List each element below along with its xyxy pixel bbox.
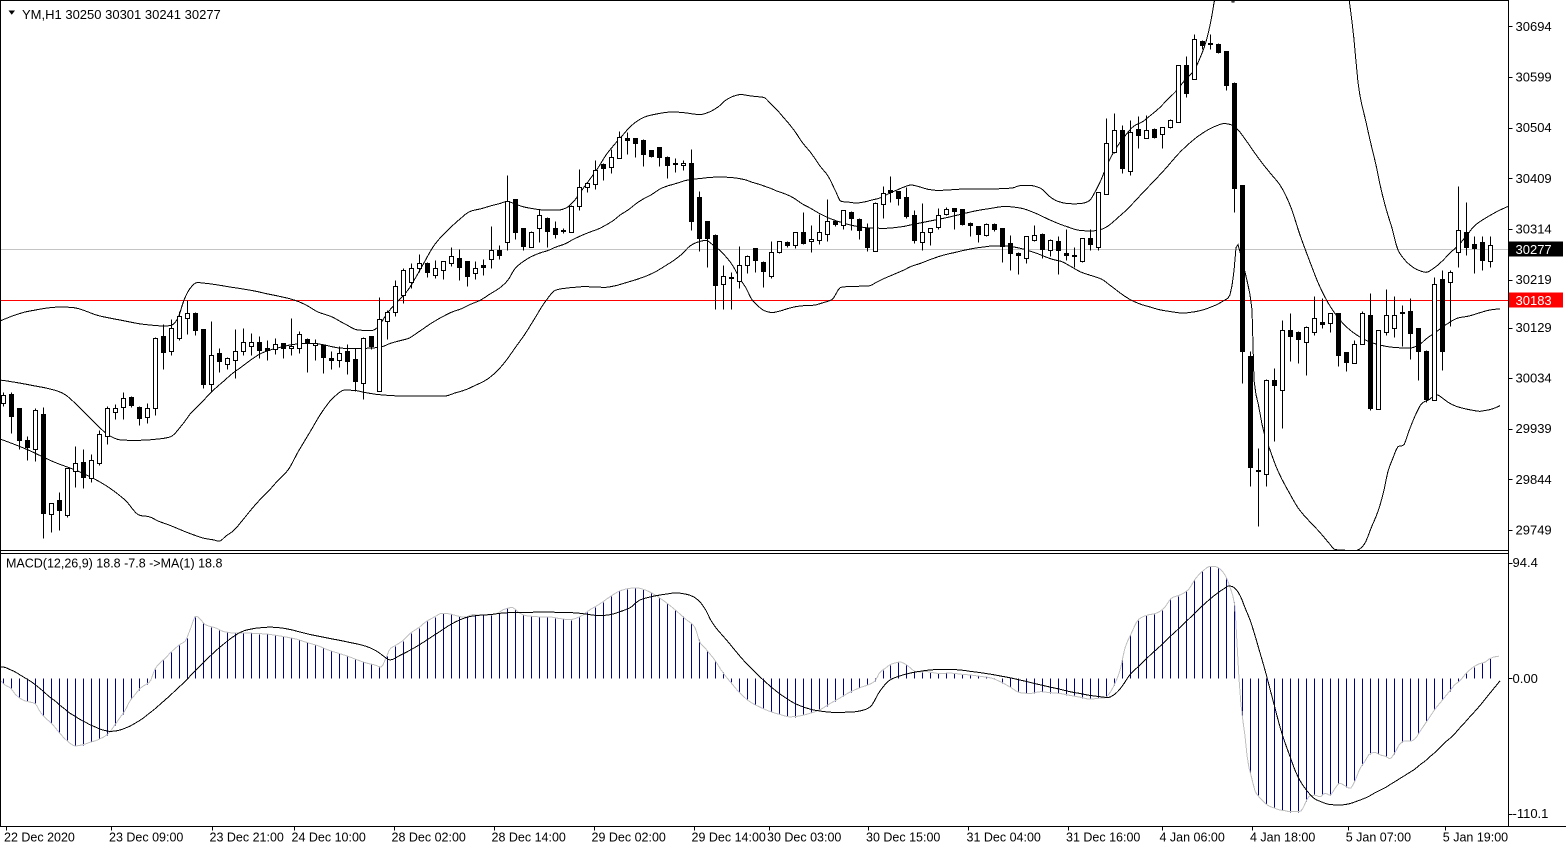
svg-text:30183: 30183 bbox=[1516, 293, 1552, 308]
svg-text:30409: 30409 bbox=[1516, 171, 1552, 186]
svg-text:4 Jan 18:00: 4 Jan 18:00 bbox=[1250, 831, 1315, 845]
svg-text:23 Dec 21:00: 23 Dec 21:00 bbox=[210, 831, 284, 845]
svg-text:30504: 30504 bbox=[1516, 120, 1552, 135]
svg-text:23 Dec 09:00: 23 Dec 09:00 bbox=[109, 831, 183, 845]
svg-text:MACD(12,26,9) 18.8 -7.8 ->MA(: MACD(12,26,9) 18.8 -7.8 ->MA(1) 18.8 bbox=[6, 557, 222, 571]
svg-text:24 Dec 10:00: 24 Dec 10:00 bbox=[292, 831, 366, 845]
svg-text:30219: 30219 bbox=[1516, 272, 1552, 287]
svg-text:30034: 30034 bbox=[1516, 371, 1552, 386]
svg-text:30 Dec 15:00: 30 Dec 15:00 bbox=[866, 831, 940, 845]
svg-text:31 Dec 16:00: 31 Dec 16:00 bbox=[1066, 831, 1140, 845]
svg-text:30277: 30277 bbox=[1516, 242, 1552, 257]
svg-text:29939: 29939 bbox=[1516, 421, 1552, 436]
svg-text:30694: 30694 bbox=[1516, 19, 1552, 34]
svg-text:0.00: 0.00 bbox=[1513, 671, 1538, 686]
svg-text:5 Jan 19:00: 5 Jan 19:00 bbox=[1443, 831, 1508, 845]
svg-text:-110.1: -110.1 bbox=[1513, 806, 1549, 821]
svg-text:30129: 30129 bbox=[1516, 320, 1552, 335]
svg-text:YM,H1 30250 30301 30241 30277: YM,H1 30250 30301 30241 30277 bbox=[22, 7, 221, 22]
svg-text:30 Dec 03:00: 30 Dec 03:00 bbox=[767, 831, 841, 845]
svg-text:29 Dec 14:00: 29 Dec 14:00 bbox=[692, 831, 766, 845]
svg-text:5 Jan 07:00: 5 Jan 07:00 bbox=[1346, 831, 1411, 845]
svg-text:29749: 29749 bbox=[1516, 522, 1552, 537]
svg-text:4 Jan 06:00: 4 Jan 06:00 bbox=[1160, 831, 1225, 845]
svg-text:29 Dec 02:00: 29 Dec 02:00 bbox=[592, 831, 666, 845]
svg-text:28 Dec 02:00: 28 Dec 02:00 bbox=[392, 831, 466, 845]
svg-text:22 Dec 2020: 22 Dec 2020 bbox=[4, 831, 75, 845]
svg-text:30314: 30314 bbox=[1516, 221, 1552, 236]
svg-text:31 Dec 04:00: 31 Dec 04:00 bbox=[967, 831, 1041, 845]
svg-text:28 Dec 14:00: 28 Dec 14:00 bbox=[492, 831, 566, 845]
svg-text:30599: 30599 bbox=[1516, 70, 1552, 85]
svg-text:29844: 29844 bbox=[1516, 472, 1552, 487]
svg-text:94.4: 94.4 bbox=[1513, 555, 1538, 570]
